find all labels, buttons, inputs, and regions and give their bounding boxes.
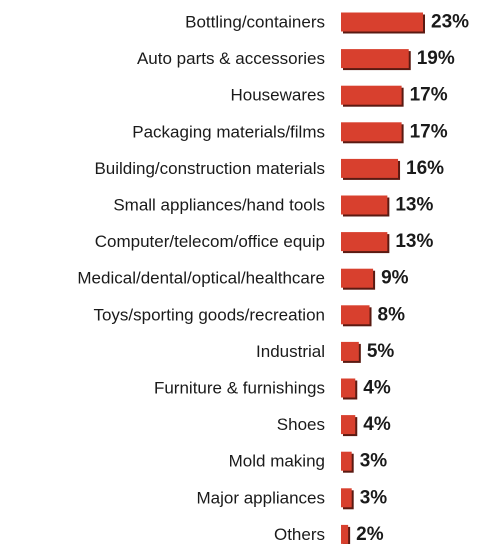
bar-auto-parts-accessories: [341, 49, 411, 71]
bar-fill-medical-dental-optical-healthcare: [341, 268, 374, 288]
value-label-industrial: 5%: [367, 341, 395, 362]
bar-fill-shoes: [341, 415, 356, 435]
bar-others: [341, 524, 351, 544]
bar-toys-sporting-goods-recreation: [341, 305, 372, 327]
bar-furniture-furnishings: [341, 378, 358, 400]
bar-building-construction-materials: [341, 158, 401, 180]
category-label-bottling-containers: Bottling/containers: [185, 13, 325, 32]
value-label-building-construction-materials: 16%: [406, 158, 444, 179]
bars: [341, 12, 425, 544]
value-label-auto-parts-accessories: 19%: [417, 48, 455, 69]
bar-fill-toys-sporting-goods-recreation: [341, 305, 370, 325]
value-label-major-appliances: 3%: [360, 487, 388, 508]
bar-medical-dental-optical-healthcare: [341, 268, 376, 290]
bar-mold-making: [341, 451, 354, 473]
category-label-shoes: Shoes: [277, 415, 325, 434]
value-label-small-appliances-hand-tools: 13%: [395, 195, 433, 216]
bar-packaging-materials-films: [341, 122, 404, 144]
value-label-mold-making: 3%: [360, 451, 388, 472]
category-labels: Bottling/containers Auto parts & accessor…: [77, 13, 325, 544]
value-label-furniture-furnishings: 4%: [363, 378, 391, 399]
category-label-medical-dental-optical-healthcare: Medical/dental/optical/healthcare: [77, 269, 325, 288]
bar-fill-major-appliances: [341, 488, 352, 508]
value-label-computer-telecom-office-equip: 13%: [395, 231, 433, 252]
value-label-bottling-containers: 23%: [431, 12, 469, 33]
bar-fill-mold-making: [341, 451, 352, 471]
bar-shoes: [341, 415, 358, 437]
value-label-shoes: 4%: [363, 414, 391, 435]
category-label-mold-making: Mold making: [229, 452, 325, 471]
bar-bottling-containers: [341, 12, 425, 34]
category-label-computer-telecom-office-equip: Computer/telecom/office equip: [95, 232, 325, 251]
bar-housewares: [341, 85, 404, 107]
bar-major-appliances: [341, 488, 354, 510]
bar-fill-bottling-containers: [341, 12, 423, 32]
value-label-others: 2%: [356, 524, 384, 544]
value-label-housewares: 17%: [410, 85, 448, 106]
bar-fill-housewares: [341, 85, 402, 105]
category-label-furniture-furnishings: Furniture & furnishings: [154, 379, 325, 398]
bar-fill-industrial: [341, 341, 359, 361]
category-label-major-appliances: Major appliances: [196, 488, 325, 507]
category-label-industrial: Industrial: [256, 342, 325, 361]
value-labels: 23% 19% 17% 17% 16% 13% 13% 9% 8% 5% 4% 4% 3% 3% 2%: [356, 12, 469, 544]
category-label-packaging-materials-films: Packaging materials/films: [132, 122, 325, 141]
bar-fill-packaging-materials-films: [341, 122, 402, 142]
bar-small-appliances-hand-tools: [341, 195, 390, 217]
category-label-toys-sporting-goods-recreation: Toys/sporting goods/recreation: [93, 305, 325, 324]
bar-fill-small-appliances-hand-tools: [341, 195, 388, 215]
category-label-auto-parts-accessories: Auto parts & accessories: [137, 49, 325, 68]
bar-fill-furniture-furnishings: [341, 378, 356, 398]
bar-fill-building-construction-materials: [341, 158, 399, 178]
category-label-building-construction-materials: Building/construction materials: [94, 159, 325, 178]
value-label-medical-dental-optical-healthcare: 9%: [381, 268, 409, 289]
category-label-small-appliances-hand-tools: Small appliances/hand tools: [113, 196, 325, 215]
value-label-packaging-materials-films: 17%: [410, 121, 448, 142]
category-label-housewares: Housewares: [231, 86, 326, 105]
value-label-toys-sporting-goods-recreation: 8%: [378, 304, 406, 325]
bar-computer-telecom-office-equip: [341, 232, 390, 254]
bar-fill-auto-parts-accessories: [341, 49, 409, 69]
bar-fill-others: [341, 524, 349, 544]
category-label-others: Others: [274, 525, 325, 544]
bar-fill-computer-telecom-office-equip: [341, 232, 388, 252]
bar-industrial: [341, 341, 361, 363]
